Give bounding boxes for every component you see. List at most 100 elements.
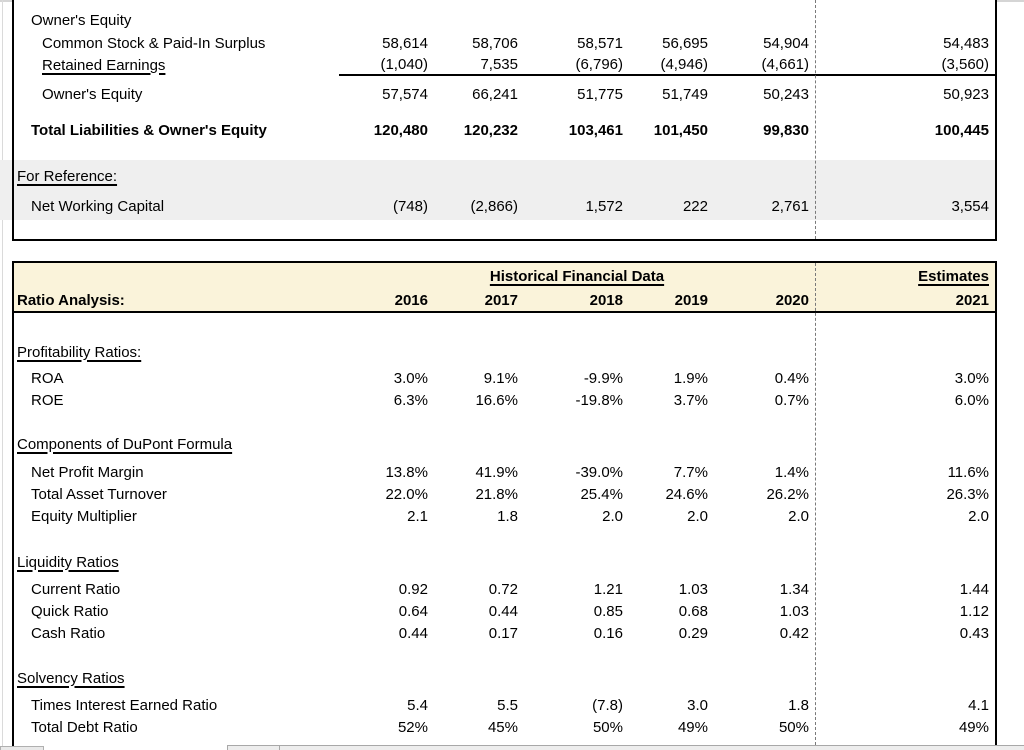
- cell-value[interactable]: 6.0%: [954, 391, 989, 409]
- row-label[interactable]: Retained Earnings: [14, 54, 339, 76]
- cell-value[interactable]: (1,040): [339, 54, 434, 76]
- cell-value[interactable]: 3,554: [951, 197, 989, 215]
- cell-value[interactable]: 1.9%: [673, 369, 708, 387]
- cell-value[interactable]: 24.6%: [665, 485, 708, 503]
- cell-value[interactable]: 25.4%: [580, 485, 623, 503]
- year-header[interactable]: 2018: [589, 292, 623, 309]
- cell-value[interactable]: 66,241: [472, 85, 518, 103]
- cell-value[interactable]: 41.9%: [475, 463, 518, 481]
- cell-value[interactable]: (748): [392, 197, 428, 215]
- cell-value[interactable]: 0.29: [678, 624, 708, 642]
- row-label[interactable]: Cash Ratio: [31, 624, 106, 642]
- estimates-header[interactable]: Estimates: [815, 263, 995, 290]
- cell-value[interactable]: 0.68: [678, 602, 708, 620]
- cell-value[interactable]: 1.03: [678, 580, 708, 598]
- cell-value[interactable]: 1.21: [593, 580, 623, 598]
- cell-value[interactable]: 2.0: [602, 507, 623, 525]
- cell-value[interactable]: 58,614: [382, 34, 428, 52]
- cell-value[interactable]: 0.44: [488, 602, 518, 620]
- row-label[interactable]: Times Interest Earned Ratio: [31, 696, 218, 714]
- cell-value[interactable]: 5.4: [407, 696, 428, 714]
- cell-value[interactable]: 49%: [958, 718, 989, 736]
- row-label[interactable]: ROE: [31, 391, 64, 409]
- row-label[interactable]: Quick Ratio: [31, 602, 109, 620]
- cell-value[interactable]: 21.8%: [475, 485, 518, 503]
- cell-value[interactable]: 120,232: [463, 122, 518, 139]
- cell-value[interactable]: 1.4%: [774, 463, 809, 481]
- row-label[interactable]: Equity Multiplier: [31, 507, 137, 525]
- row-label[interactable]: Current Ratio: [31, 580, 121, 598]
- cell-value[interactable]: 45%: [487, 718, 518, 736]
- cell-value[interactable]: 2.0: [788, 507, 809, 525]
- cell-value[interactable]: 2.0: [968, 507, 989, 525]
- cell-value[interactable]: 4.1: [968, 696, 989, 714]
- cell-value[interactable]: 0.92: [398, 580, 428, 598]
- cell-value[interactable]: 0.42: [779, 624, 809, 642]
- cell-value[interactable]: 0.44: [398, 624, 428, 642]
- cell-value[interactable]: 54,904: [763, 34, 809, 52]
- cell-value[interactable]: 1.03: [779, 602, 809, 620]
- cell-value[interactable]: (3,560): [815, 54, 995, 76]
- cell-value[interactable]: (2,866): [470, 197, 518, 215]
- cell-value[interactable]: 26.3%: [946, 485, 989, 503]
- cell-value[interactable]: 13.8%: [385, 463, 428, 481]
- sheet-tab-strip-fragment[interactable]: [227, 745, 1024, 750]
- row-label[interactable]: For Reference:: [14, 160, 339, 192]
- cell-value[interactable]: 56,695: [662, 34, 708, 52]
- cell-value[interactable]: 0.16: [593, 624, 623, 642]
- cell-value[interactable]: 3.0: [687, 696, 708, 714]
- cell-value[interactable]: 0.7%: [774, 391, 809, 409]
- cell-value[interactable]: 101,450: [653, 122, 708, 139]
- row-label[interactable]: Owner's Equity: [31, 11, 132, 29]
- cell-value[interactable]: 0.4%: [774, 369, 809, 387]
- cell-value[interactable]: 0.72: [488, 580, 518, 598]
- cell-value[interactable]: 0.43: [959, 624, 989, 642]
- row-label[interactable]: Net Profit Margin: [31, 463, 144, 481]
- cell-value[interactable]: 22.0%: [385, 485, 428, 503]
- sheet-tab-fragment[interactable]: [0, 746, 44, 750]
- cell-value[interactable]: 6.3%: [393, 391, 428, 409]
- row-label[interactable]: Net Working Capital: [31, 197, 165, 215]
- row-label[interactable]: Total Asset Turnover: [31, 485, 167, 503]
- row-label[interactable]: Total Debt Ratio: [31, 718, 138, 736]
- row-label[interactable]: Total Liabilities & Owner's Equity: [31, 122, 267, 139]
- cell-value[interactable]: (4,946): [629, 54, 714, 76]
- cell-value[interactable]: 7.7%: [673, 463, 708, 481]
- cell-value[interactable]: 50,923: [943, 85, 989, 103]
- cell-value[interactable]: 3.0%: [954, 369, 989, 387]
- cell-value[interactable]: 120,480: [373, 122, 428, 139]
- cell-value[interactable]: 52%: [397, 718, 428, 736]
- cell-value[interactable]: 58,706: [472, 34, 518, 52]
- estimate-year-header[interactable]: 2021: [955, 292, 989, 309]
- row-label[interactable]: Common Stock & Paid-In Surplus: [42, 34, 266, 52]
- cell-value[interactable]: 0.85: [593, 602, 623, 620]
- cell-value[interactable]: 99,830: [763, 122, 809, 139]
- cell-value[interactable]: 1,572: [585, 197, 623, 215]
- cell-value[interactable]: 50%: [592, 718, 623, 736]
- cell-value[interactable]: 50,243: [763, 85, 809, 103]
- ratio-analysis-title[interactable]: Ratio Analysis:: [17, 292, 125, 309]
- cell-value[interactable]: 57,574: [382, 85, 428, 103]
- cell-value[interactable]: 222: [682, 197, 708, 215]
- cell-value[interactable]: 3.0%: [393, 369, 428, 387]
- cell-value[interactable]: (4,661): [714, 54, 815, 76]
- cell-value[interactable]: 2.0: [687, 507, 708, 525]
- section-label[interactable]: Liquidity Ratios: [14, 551, 339, 573]
- cell-value[interactable]: 2.1: [407, 507, 428, 525]
- cell-value[interactable]: 9.1%: [483, 369, 518, 387]
- cell-value[interactable]: 0.64: [398, 602, 428, 620]
- cell-value[interactable]: 54,483: [943, 34, 989, 52]
- cell-value[interactable]: 100,445: [934, 122, 989, 139]
- cell-value[interactable]: 0.17: [488, 624, 518, 642]
- cell-value[interactable]: 11.6%: [947, 463, 989, 481]
- cell-value[interactable]: 1.44: [959, 580, 989, 598]
- cell-value[interactable]: -9.9%: [583, 369, 623, 387]
- cell-value[interactable]: 1.8: [497, 507, 518, 525]
- row-label[interactable]: Owner's Equity: [42, 85, 143, 103]
- cell-value[interactable]: 26.2%: [766, 485, 809, 503]
- cell-value[interactable]: 51,775: [577, 85, 623, 103]
- section-label[interactable]: Profitability Ratios:: [14, 341, 339, 363]
- cell-value[interactable]: 1.8: [788, 696, 809, 714]
- cell-value[interactable]: 51,749: [662, 85, 708, 103]
- cell-value[interactable]: 16.6%: [475, 391, 518, 409]
